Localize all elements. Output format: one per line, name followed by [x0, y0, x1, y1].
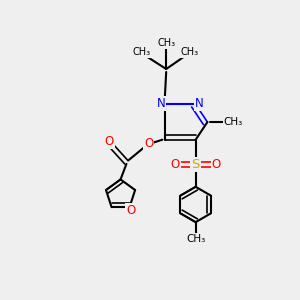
Text: O: O: [144, 137, 153, 150]
Text: O: O: [212, 158, 221, 171]
Text: CH₃: CH₃: [224, 117, 243, 127]
Text: N: N: [157, 97, 165, 110]
Text: O: O: [126, 204, 136, 217]
Text: CH₃: CH₃: [181, 47, 199, 57]
Text: CH₃: CH₃: [186, 234, 205, 244]
Text: N: N: [195, 97, 204, 110]
Text: CH₃: CH₃: [157, 38, 175, 48]
Text: S: S: [191, 158, 200, 171]
Text: CH₃: CH₃: [132, 47, 150, 57]
Text: O: O: [170, 158, 180, 171]
Text: O: O: [105, 135, 114, 148]
